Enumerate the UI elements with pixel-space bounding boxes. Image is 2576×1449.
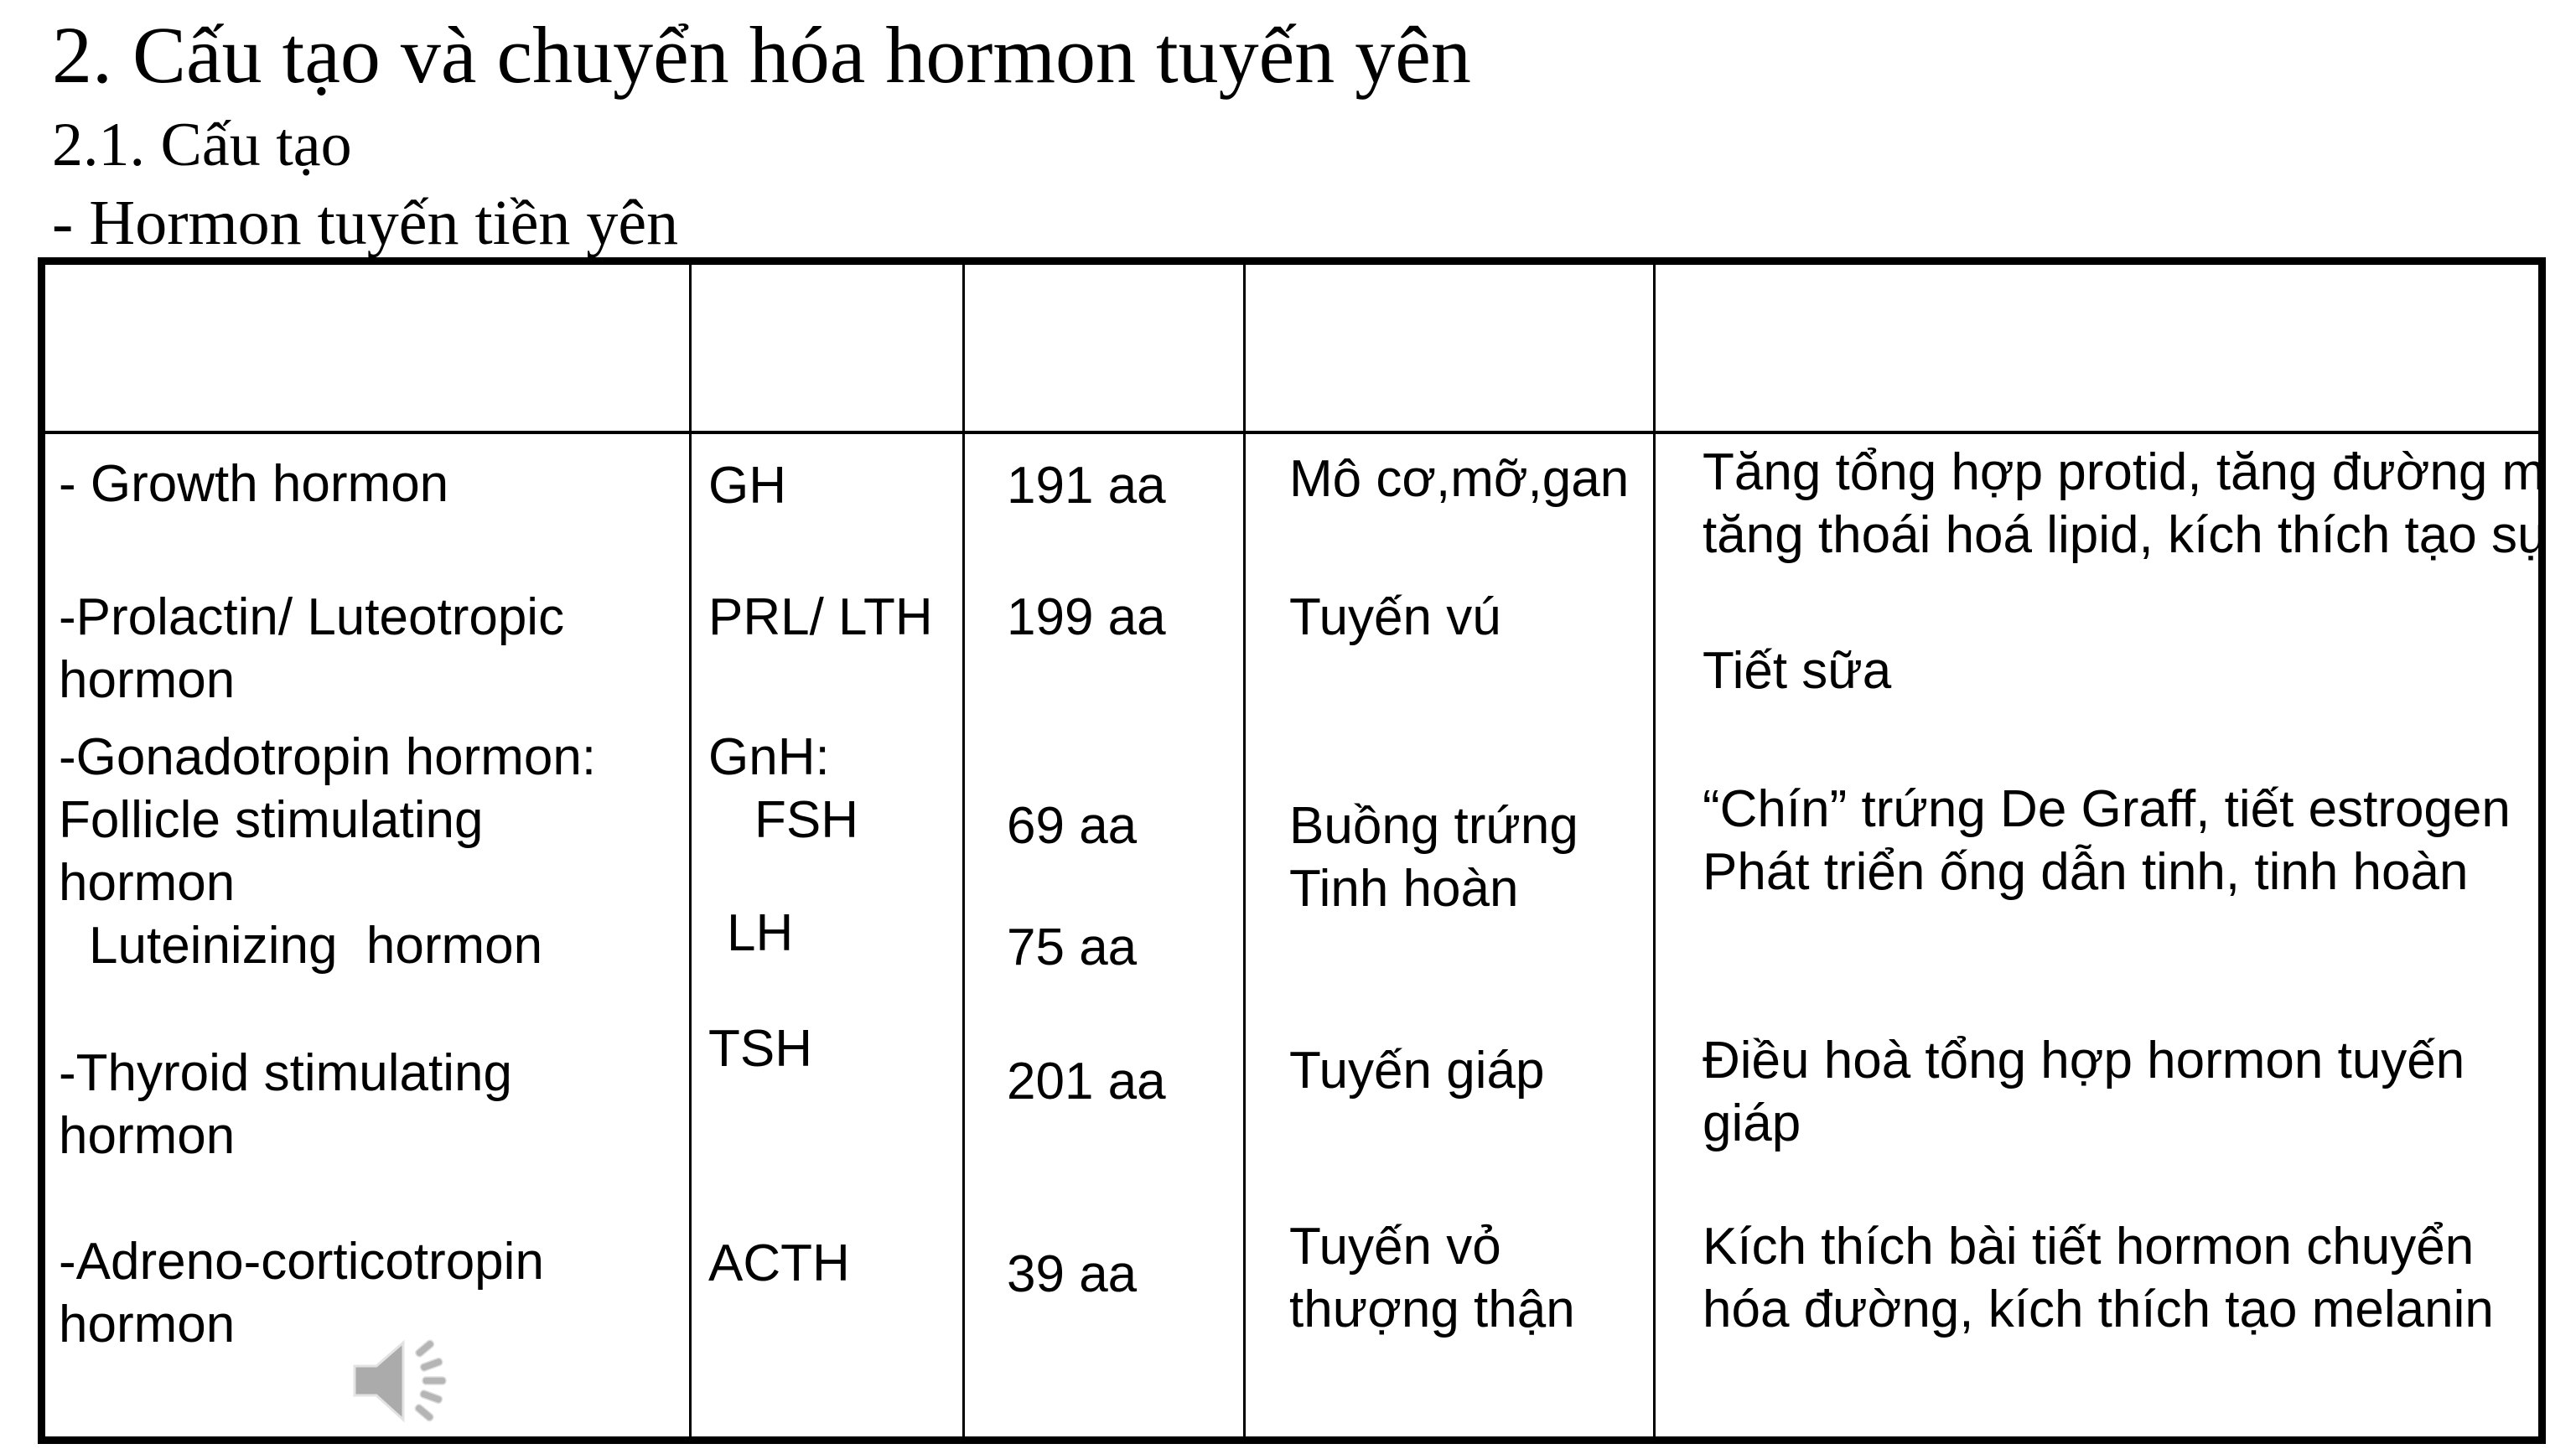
gnh-abbr-line2: FSH — [754, 791, 858, 849]
gnh-target-line2: Tinh hoàn — [1289, 860, 1519, 918]
gnh-effect-line2: Phát triển ống dẫn tinh, tinh hoàn — [1703, 843, 2469, 901]
gh-abbr-line: GH — [708, 457, 786, 515]
gnh-name-line1: -Gonadotropin hormon: — [59, 728, 597, 786]
acth-abbr-line: ACTH — [708, 1234, 850, 1292]
col-header-structure: Cấu tạo — [965, 265, 1246, 434]
cell-gnh-name: -Gonadotropin hormon: Follicle stimulati… — [45, 722, 692, 1014]
prl-abbr-line: PRL/ LTH — [708, 588, 933, 646]
hormone-table: Hormon Tên viết tắt Cấu tạo Cơ quan đích… — [38, 257, 2546, 1444]
cell-acth-abbr: ACTH — [692, 1215, 965, 1436]
gh-name-line: - Growth hormon — [59, 455, 449, 513]
prl-name-line2: hormon — [59, 651, 236, 709]
acth-name-line1: -Adreno-corticotropin — [59, 1233, 544, 1291]
cell-gnh-abbr: GnH: FSH LH — [692, 722, 965, 1014]
cell-tsh-effect: Điều hoà tổng hợp hormon tuyến giáp — [1656, 1014, 2538, 1215]
cell-gh-effect: Tăng tổng hợp protid, tăng đường máu, tă… — [1656, 434, 2538, 582]
audio-speaker-icon[interactable] — [350, 1335, 449, 1427]
acth-target-line2: thượng thận — [1289, 1281, 1575, 1338]
speaker-body — [353, 1339, 405, 1423]
cell-acth-effect: Kích thích bài tiết hormon chuyển hóa đư… — [1656, 1215, 2538, 1436]
acth-effect-line1: Kích thích bài tiết hormon chuyển — [1703, 1218, 2475, 1276]
gnh-effect-line1: “Chín” trứng De Graff, tiết estrogen — [1703, 780, 2511, 838]
gh-effect-line1: Tăng tổng hợp protid, tăng đường máu, — [1703, 443, 2538, 501]
gnh-name-line2: Follicle stimulating — [59, 791, 484, 849]
gnh-name-line4: Luteinizing hormon — [89, 917, 543, 975]
prl-target-line: Tuyến vú — [1289, 588, 1501, 646]
col-header-abbreviation: Tên viết tắt — [692, 265, 965, 434]
tsh-effect-line2: giáp — [1703, 1095, 1801, 1152]
tsh-effect-line1: Điều hoà tổng hợp hormon tuyến — [1703, 1032, 2465, 1089]
cell-gnh-effect: “Chín” trứng De Graff, tiết estrogen Phá… — [1656, 722, 2538, 1014]
gh-structure-line: 191 aa — [1007, 457, 1166, 515]
cell-acth-target: Tuyến vỏ thượng thận — [1246, 1215, 1656, 1436]
tsh-abbr-line: TSH — [708, 1020, 812, 1078]
cell-acth-name: -Adreno-corticotropin hormon — [45, 1215, 692, 1436]
cell-tsh-abbr: TSH — [692, 1014, 965, 1215]
cell-gh-target: Mô cơ,mỡ,gan — [1246, 434, 1656, 582]
gnh-structure-line1: 69 aa — [1007, 797, 1138, 855]
cell-gh-abbr: GH — [692, 434, 965, 582]
cell-gnh-target: Buồng trứng Tinh hoàn — [1246, 722, 1656, 1014]
cell-tsh-name: -Thyroid stimulating hormon — [45, 1014, 692, 1215]
col-header-target-organ: Cơ quan đích — [1246, 265, 1656, 434]
prl-effect-line: Tiết sữa — [1703, 642, 1892, 700]
speaker-sound-waves — [414, 1339, 447, 1422]
acth-target-line1: Tuyến vỏ — [1289, 1218, 1501, 1276]
cell-tsh-target: Tuyến giáp — [1246, 1014, 1656, 1215]
prl-name-line1: -Prolactin/ Luteotropic — [59, 588, 565, 646]
tsh-name-line2: hormon — [59, 1107, 236, 1165]
col-header-hormon: Hormon — [45, 265, 692, 434]
cell-prl-structure: 199 aa — [965, 582, 1246, 722]
gnh-abbr-line1: GnH: — [708, 728, 830, 786]
acth-name-line2: hormon — [59, 1296, 236, 1353]
tsh-structure-line: 201 aa — [1007, 1053, 1166, 1110]
cell-tsh-structure: 201 aa — [965, 1014, 1246, 1215]
tsh-name-line1: -Thyroid stimulating — [59, 1044, 512, 1102]
gnh-structure-line2: 75 aa — [1007, 919, 1138, 976]
cell-gnh-structure: 69 aa 75 aa — [965, 722, 1246, 1014]
acth-effect-line2: hóa đường, kích thích tạo melanin — [1703, 1281, 2494, 1338]
cell-prl-name: -Prolactin/ Luteotropic hormon — [45, 582, 692, 722]
tsh-target-line: Tuyến giáp — [1289, 1042, 1545, 1100]
prl-structure-line: 199 aa — [1007, 588, 1166, 646]
cell-prl-effect: Tiết sữa — [1656, 582, 2538, 722]
slide-title: 2. Cấu tạo và chuyển hóa hormon tuyến yê… — [52, 10, 1471, 100]
cell-acth-structure: 39 aa — [965, 1215, 1246, 1436]
cell-gh-structure: 191 aa — [965, 434, 1246, 582]
cell-gh-name: - Growth hormon — [45, 434, 692, 582]
gh-effect-line2: tăng thoái hoá lipid, kích thích tạo sụn — [1703, 506, 2538, 564]
gh-target-line: Mô cơ,mỡ,gan — [1289, 450, 1630, 508]
cell-prl-target: Tuyến vú — [1246, 582, 1656, 722]
acth-structure-line: 39 aa — [1007, 1245, 1138, 1303]
slide-subtitle: 2.1. Cấu tạo — [52, 111, 352, 179]
gnh-target-line1: Buồng trứng — [1289, 797, 1578, 855]
slide-lead: - Hormon tuyến tiền yên — [52, 188, 679, 258]
gnh-abbr-line3: LH — [727, 904, 794, 962]
cell-prl-abbr: PRL/ LTH — [692, 582, 965, 722]
col-header-effect: Tác dụng — [1656, 265, 2538, 434]
gnh-name-line3: hormon — [59, 854, 236, 912]
